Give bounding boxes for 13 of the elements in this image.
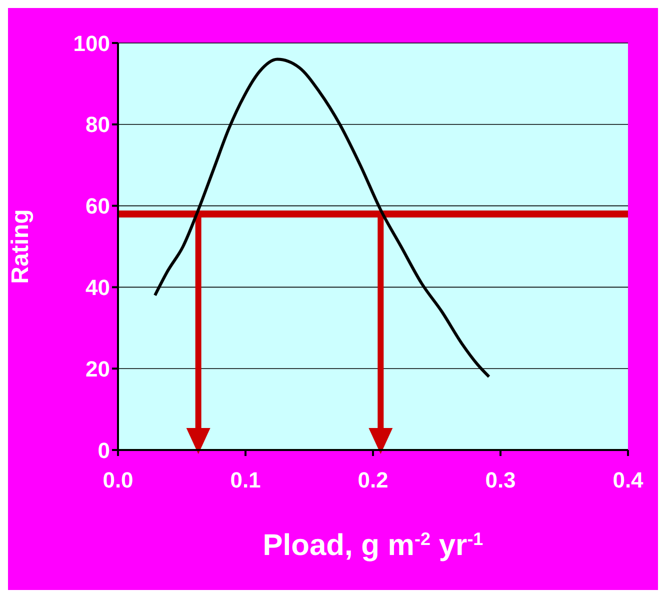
- y-tick-label: 20: [86, 356, 110, 382]
- y-tick-label: 100: [73, 30, 110, 56]
- x-tick-label: 0.2: [358, 468, 388, 493]
- x-tick-label: 0.0: [102, 468, 134, 493]
- x-tick-label: 0.4: [612, 468, 644, 493]
- x-tick-label: 0.1: [230, 468, 261, 493]
- y-tick-label: 60: [86, 194, 110, 219]
- y-tick-label: 80: [86, 112, 110, 138]
- x-tick-label: 0.3: [485, 468, 516, 493]
- y-axis-title: Rating: [7, 209, 34, 284]
- y-tick-label: 0: [98, 438, 110, 463]
- y-tick-label: 40: [86, 275, 110, 300]
- x-axis-title: Pload, g m$^{-2}$ yr$^{-1}$: [262, 529, 484, 562]
